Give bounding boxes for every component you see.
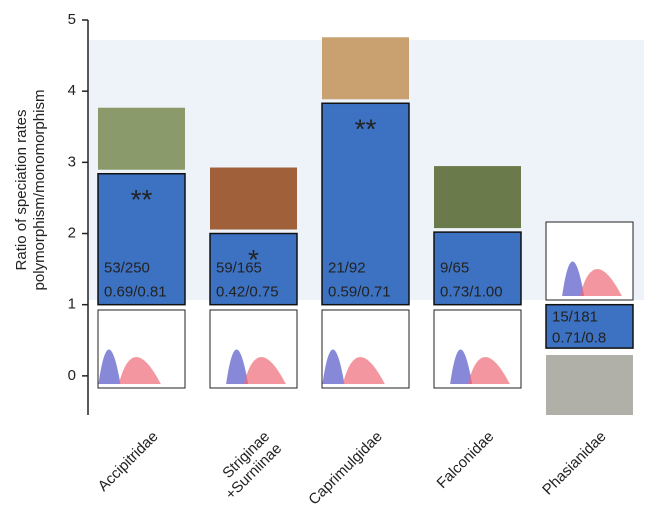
rate-label: 0.73/1.00 bbox=[440, 284, 503, 301]
y-tick-label: 2 bbox=[68, 224, 76, 241]
y-tick-label: 3 bbox=[68, 153, 76, 170]
bird-photo bbox=[210, 168, 297, 230]
page: Ratio of speciation rates polymorphism/m… bbox=[0, 0, 652, 522]
count-label: 53/250 bbox=[104, 260, 150, 277]
significance: ** bbox=[131, 184, 153, 215]
count-label: 21/92 bbox=[328, 260, 366, 277]
y-axis-label: Ratio of speciation rates bbox=[13, 110, 30, 271]
y-tick-label: 0 bbox=[68, 367, 76, 384]
chart: Ratio of speciation rates polymorphism/m… bbox=[0, 0, 652, 522]
bird-photo bbox=[98, 108, 185, 170]
y-axis-label: polymorphism/monomorphism bbox=[31, 90, 48, 291]
count-label: 59/165 bbox=[216, 260, 262, 277]
count-label: 9/65 bbox=[440, 260, 469, 277]
significance: ** bbox=[355, 114, 377, 145]
rate-label: 0.42/0.75 bbox=[216, 284, 279, 301]
y-tick-label: 1 bbox=[68, 296, 76, 313]
bird-photo bbox=[434, 166, 521, 228]
rate-label: 0.71/0.8 bbox=[552, 330, 606, 347]
y-tick-label: 5 bbox=[68, 11, 76, 28]
bird-photo bbox=[322, 37, 409, 99]
count-label: 15/181 bbox=[552, 309, 598, 326]
rate-label: 0.59/0.71 bbox=[328, 284, 391, 301]
bird-photo bbox=[546, 355, 633, 415]
y-tick-label: 4 bbox=[68, 82, 76, 99]
rate-label: 0.69/0.81 bbox=[104, 284, 167, 301]
